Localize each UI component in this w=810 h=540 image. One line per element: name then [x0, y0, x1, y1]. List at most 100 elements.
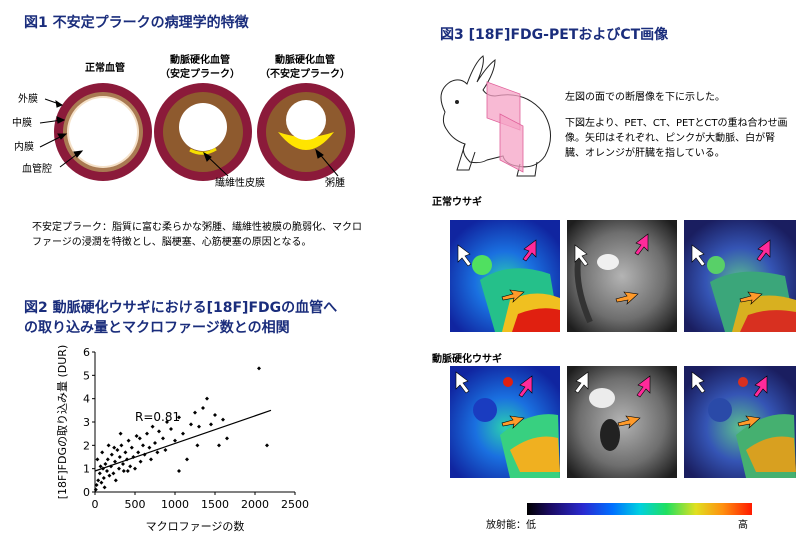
data-point — [98, 464, 103, 469]
data-point — [125, 469, 130, 473]
data-point — [265, 443, 269, 448]
data-point — [163, 448, 168, 452]
atherosclerotic-fusion-image — [684, 366, 796, 478]
label-lumen: 血管腔 — [22, 164, 52, 175]
data-point — [94, 483, 99, 487]
fig3-caption1: 左図の面での断層像を下に示した。 — [565, 92, 725, 103]
data-point — [137, 436, 142, 441]
data-point — [97, 471, 102, 476]
unstable-plaque-vessel — [257, 83, 355, 181]
data-point — [126, 438, 131, 443]
data-point — [129, 445, 134, 450]
x-tick-label: 2000 — [241, 498, 269, 511]
data-point — [117, 455, 122, 459]
label-fibrous-cap: 繊維性皮膜 — [215, 178, 265, 189]
normal-pet-image — [450, 220, 560, 332]
data-point — [96, 478, 101, 483]
stable-plaque-vessel — [154, 83, 252, 181]
y-tick-label: 4 — [83, 393, 90, 406]
data-point — [105, 457, 110, 462]
label-media: 中膜 — [12, 118, 32, 129]
data-point — [117, 466, 121, 471]
y-tick-label: 5 — [83, 369, 90, 382]
fig1-title: 図1 不安定プラークの病理学的特徴 — [24, 15, 249, 31]
y-axis-label: [18F]FDGの取り込み量 (DUR) — [56, 345, 69, 499]
fig1-description: 不安定プラーク：脂質に富む柔らかな粥腫、繊維性被膜の脆弱化、マクロファージの浸潤… — [32, 222, 362, 248]
colorbar-low-label: 放射能：低 — [486, 520, 536, 531]
data-point — [107, 473, 112, 478]
data-point — [165, 420, 169, 424]
fig3-caption2: 下図左より、PET、CT、PETとCTの重ね合わせ画像。矢印はそれぞれ、ピンクが… — [565, 118, 788, 159]
colorbar — [527, 503, 752, 515]
data-point — [134, 434, 139, 438]
pet-ct-arrows — [455, 233, 771, 429]
data-point — [201, 406, 205, 410]
data-point — [106, 443, 111, 448]
data-point — [155, 450, 160, 455]
data-point — [105, 469, 109, 473]
x-tick-label: 1500 — [201, 498, 229, 511]
rabbit-drawing — [440, 55, 551, 177]
data-point — [103, 462, 108, 466]
data-point — [111, 471, 116, 476]
data-point — [128, 464, 133, 469]
pet-ct-panels — [450, 220, 796, 478]
data-point — [99, 480, 104, 485]
normal-fusion-image — [684, 220, 796, 332]
y-tick-label: 2 — [83, 439, 90, 452]
data-point — [121, 462, 125, 466]
data-point — [189, 422, 193, 427]
data-point — [157, 429, 161, 434]
data-point — [213, 413, 217, 417]
x-axis-label: マクロファージの数 — [146, 520, 245, 533]
normal-vessel — [54, 83, 152, 181]
data-point — [133, 466, 137, 471]
data-point — [113, 478, 118, 483]
unstable-plaque-label: 動脈硬化血管 （不安定プラーク） — [260, 55, 350, 80]
data-point — [217, 443, 221, 448]
data-point — [118, 431, 123, 436]
data-point — [109, 452, 114, 457]
data-point — [100, 450, 105, 455]
y-tick-label: 0 — [83, 486, 90, 499]
atherosclerotic-rabbit-label: 動脈硬化ウサギ — [432, 354, 502, 365]
data-point — [181, 431, 185, 436]
x-tick-label: 2500 — [281, 498, 309, 511]
data-point — [93, 487, 98, 492]
normal-ct-image — [567, 220, 677, 332]
data-point — [147, 445, 152, 450]
data-point — [153, 441, 157, 445]
data-point — [123, 450, 128, 455]
stable-plaque-label: 動脈硬化血管 （安定プラーク） — [160, 55, 240, 80]
data-point — [197, 424, 201, 429]
fig2-title: 図2 動脈硬化ウサギにおける[18F]FDGの血管へ の取り込み量とマクロファー… — [24, 300, 338, 336]
fig3-title: 図3 [18F]FDG-PETおよびCT画像 — [440, 27, 669, 43]
data-point — [257, 366, 261, 371]
data-point — [95, 457, 100, 462]
data-point — [173, 438, 177, 443]
data-point — [141, 443, 145, 448]
x-tick-label: 500 — [125, 498, 146, 511]
data-point — [205, 396, 209, 401]
y-tick-label: 1 — [83, 463, 90, 476]
data-point — [101, 476, 106, 480]
label-adventitia: 外膜 — [18, 94, 38, 105]
y-tick-label: 6 — [83, 346, 90, 359]
data-point — [119, 443, 124, 448]
label-intima: 内膜 — [14, 142, 34, 153]
data-point — [225, 436, 229, 441]
data-point — [149, 457, 153, 462]
y-tick-label: 3 — [83, 416, 90, 429]
correlation-annotation: R=0.81 — [135, 410, 180, 424]
data-point — [102, 485, 107, 490]
data-point — [169, 427, 173, 431]
data-point — [136, 450, 141, 455]
data-point — [138, 459, 143, 464]
normal-rabbit-label: 正常ウサギ — [432, 197, 482, 208]
data-point — [193, 410, 197, 415]
data-point — [112, 445, 117, 450]
data-point — [161, 436, 165, 441]
data-point — [150, 424, 155, 429]
trend-line — [94, 409, 272, 472]
data-point — [177, 415, 181, 420]
